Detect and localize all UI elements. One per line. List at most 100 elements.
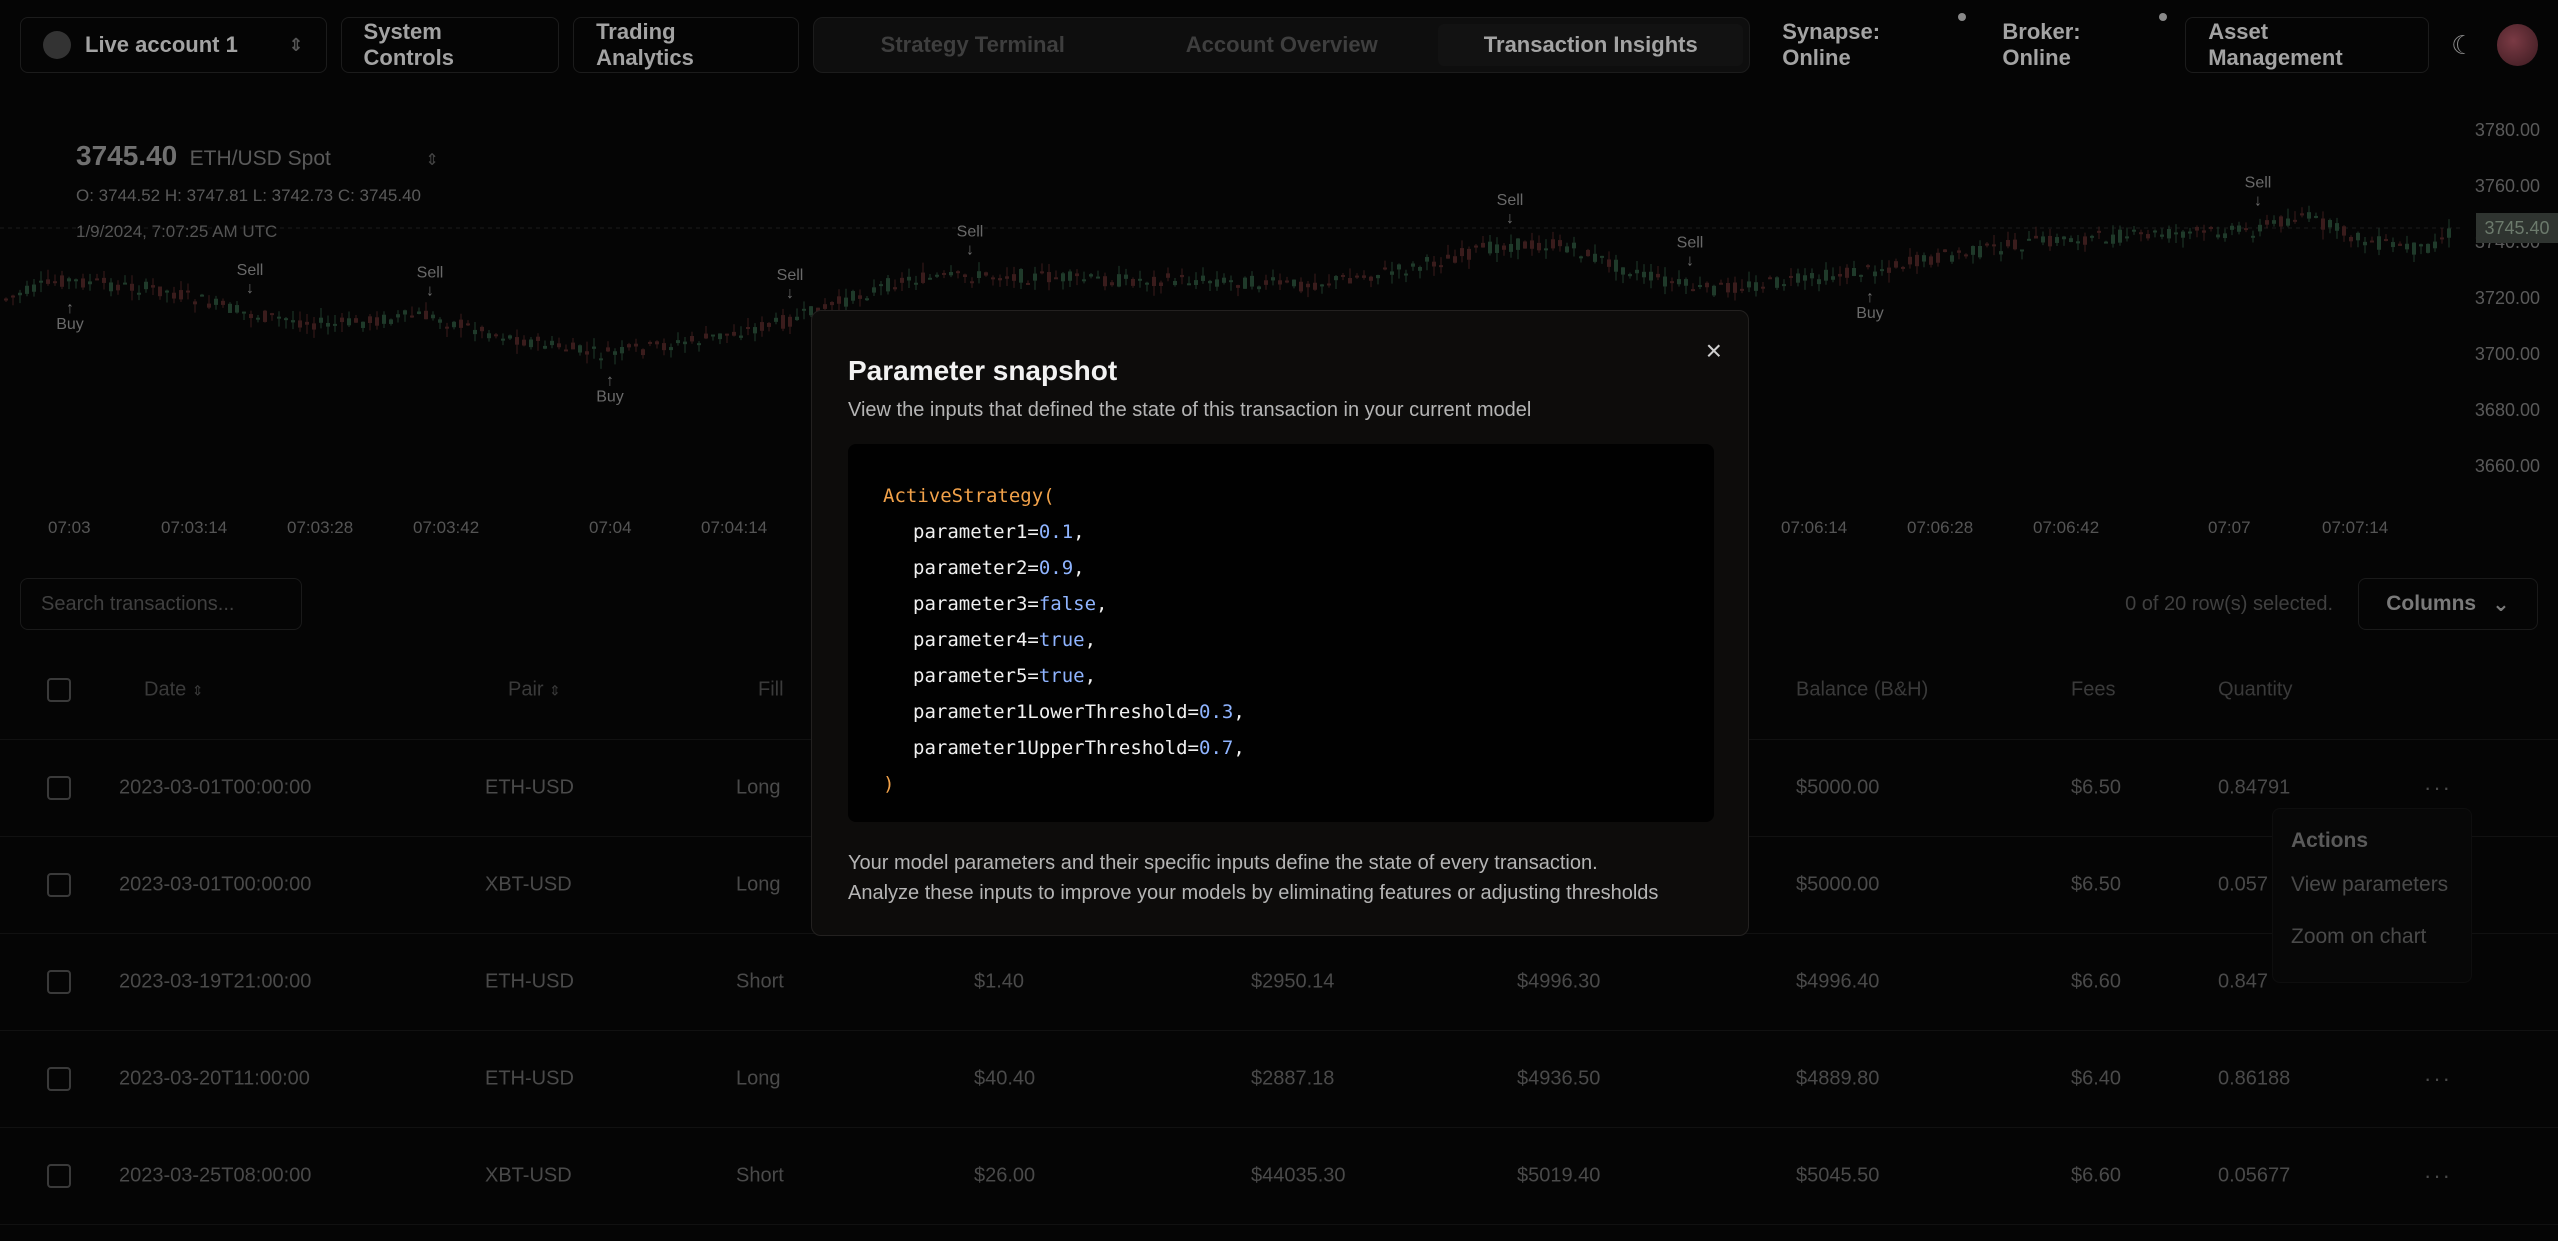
candle-body [1040,271,1044,274]
candle-body [2034,235,2038,239]
candle-body [942,272,946,275]
cell-qty: 0.05677 [2218,1164,2291,1187]
price-chart[interactable]: Buy ↑ Sell ↓ Sell ↓ Buy ↑ Sell ↓ Sell ↓ Sell ↓ Sell ↓ Bu… [0,100,2558,560]
candle-body [2370,240,2374,243]
cell-pair: ETH-USD [485,1067,574,1090]
cell-c6: $5019.40 [1517,1164,1601,1187]
code-param-line: parameter1UpperThreshold=0.7, [883,730,1679,766]
row-checkbox[interactable] [47,873,71,897]
search-input[interactable]: Search transactions... [20,578,302,630]
candle-body [158,286,162,297]
candle-body [872,287,876,293]
cell-fill: Long [736,1067,781,1090]
candle-body [368,316,372,323]
arrow-down-icon: ↓ [786,285,794,302]
candle-body [403,310,407,315]
candle-body [1474,245,1478,248]
candle-body [207,303,211,308]
header-balance-bh[interactable]: Balance (B&H) [1796,678,1929,700]
header-quantity[interactable]: Quantity [2218,678,2293,700]
candle-body [102,277,106,283]
candle-body [2335,223,2339,231]
view-parameters-item[interactable]: View parameters [2291,873,2449,896]
candle-body [2384,239,2388,242]
buy-marker: Buy [1856,305,1884,322]
row-checkbox[interactable] [47,1067,71,1091]
tab-strategy-terminal[interactable]: Strategy Terminal [880,32,1065,57]
candle-body [1481,242,1485,248]
account-selector[interactable]: Live account 1 ⇕ [20,17,327,73]
candle-body [1880,269,1884,272]
header-date[interactable]: Date ⇕ [144,678,204,701]
candle-body [704,333,708,339]
candle-body [326,322,330,327]
candle-body [1740,288,1744,291]
candle-body [2013,239,2017,250]
chevron-down-icon: ⌄ [2492,592,2510,616]
columns-button[interactable]: Columns ⌄ [2358,578,2538,630]
candle-body [284,318,288,321]
candle-body [424,310,428,320]
cell-date: 2023-03-25T08:00:00 [119,1164,312,1187]
close-icon[interactable]: × [1705,335,1722,366]
arrow-down-icon: ↓ [966,242,974,259]
candle-body [1418,267,1422,271]
candle-body [1061,273,1065,282]
candle-body [144,281,148,290]
user-avatar[interactable] [2496,24,2538,66]
row-checkbox[interactable] [47,1164,71,1188]
candle-body [662,343,666,351]
candle-body [1201,275,1205,281]
tab-account-overview[interactable]: Account Overview [1185,32,1378,57]
header-fees[interactable]: Fees [2071,678,2116,700]
row-checkbox[interactable] [47,776,71,800]
sell-marker: Sell [957,224,984,241]
select-all-checkbox[interactable] [47,677,71,702]
param-name: parameter2 [913,557,1028,579]
table-row[interactable]: 2023-03-20T11:00:00 ETH-USD Long $40.40 $288… [0,1031,2558,1128]
param-equals: = [1187,737,1199,759]
table-row[interactable]: 2023-03-19T21:00:00 ETH-USD Short $1.40 $295… [0,934,2558,1031]
candle-body [1971,246,1975,255]
trading-analytics-button[interactable]: Trading Analytics [573,17,800,73]
row-checkbox[interactable] [47,970,71,994]
dialog-footer: Your model parameters and their specific… [848,848,1712,908]
row-menu-icon[interactable]: ··· [2424,1163,2452,1188]
candle-body [1271,277,1275,281]
candle-body [2419,244,2423,247]
candle-body [1600,255,1604,258]
cell-pair: ETH-USD [485,970,574,993]
theme-toggle-moon-icon[interactable]: ☾ [2451,29,2475,60]
candle-body [2258,224,2262,232]
candle-body [1509,243,1513,252]
candle-body [1012,274,1016,281]
header-fill[interactable]: Fill [758,678,784,700]
row-menu-icon[interactable]: ··· [2424,775,2452,800]
candle-body [375,317,379,326]
candle-body [1684,279,1688,286]
candle-body [2216,234,2220,238]
dialog-subtitle: View the inputs that defined the state o… [848,399,1532,421]
candle-body [1670,281,1674,284]
candle-body [256,317,260,320]
account-name: Live account 1 [85,32,238,57]
candle-body [2230,225,2234,230]
candle-body [2083,236,2087,245]
param-name: parameter5 [913,665,1028,687]
tab-transaction-insights[interactable]: Transaction Insights [1438,24,1744,66]
row-menu-icon[interactable]: ··· [2424,1066,2452,1091]
system-controls-button[interactable]: System Controls [340,17,560,73]
candle-body [564,349,568,352]
chevron-updown-icon[interactable]: ⇕ [425,152,439,169]
candle-body [1964,254,1968,257]
candle-body [1264,280,1268,285]
zoom-on-chart-item[interactable]: Zoom on chart [2291,925,2427,948]
candle-body [522,339,526,346]
candle-body [1026,282,1030,285]
param-comma: , [1073,557,1085,579]
table-row[interactable]: 2023-03-25T08:00:00 XBT-USD Short $26.00 $44… [0,1128,2558,1225]
asset-management-button[interactable]: Asset Management [2185,17,2430,73]
candle-body [501,338,505,341]
candle-body [2104,241,2108,244]
header-pair[interactable]: Pair ⇕ [508,678,561,701]
